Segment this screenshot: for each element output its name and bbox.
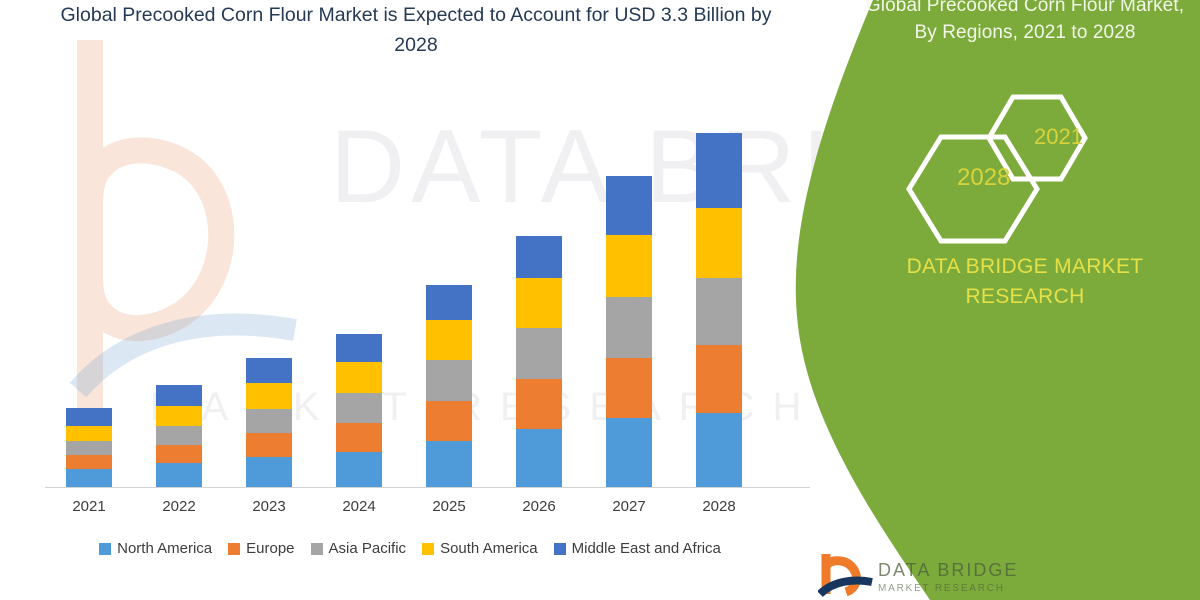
bar-segment [66, 440, 112, 455]
bar-2024 [336, 333, 382, 487]
brand-name: DATA BRIDGE MARKET RESEARCH [906, 255, 1144, 308]
bar-segment [426, 360, 472, 402]
bar-segment [516, 328, 562, 379]
bar-2028 [696, 133, 742, 487]
bar-segment [336, 361, 382, 393]
legend-label: Europe [246, 540, 295, 557]
bar-segment [66, 454, 112, 469]
legend-swatch-icon [553, 542, 566, 555]
bar-segment [606, 418, 652, 487]
legend-swatch-icon [310, 542, 323, 555]
brand-logo-subtext: MARKET RESEARCH [878, 583, 1005, 594]
bar-segment [696, 345, 742, 413]
x-axis-label-2021: 2021 [72, 498, 106, 515]
bar-segment [156, 445, 202, 464]
bar-2025 [426, 285, 472, 487]
bar-segment [66, 425, 112, 441]
data-bridge-logo-icon [817, 554, 873, 598]
bar-segment [156, 463, 202, 487]
x-axis-labels: 2021 2022 2023 2024 2025 2026 2027 2028 [0, 498, 840, 524]
bar-segment [426, 319, 472, 361]
x-axis-label-2027: 2027 [612, 498, 646, 515]
bar-segment [156, 405, 202, 426]
hexagon-label-end-year: 2028 [957, 164, 1011, 191]
bar-segment [246, 456, 292, 487]
x-axis-label-2023: 2023 [252, 498, 286, 515]
x-axis-label-2026: 2026 [522, 498, 556, 515]
brand-logo-watermark: DATA BRIDGE MARKET RESEARCH [817, 552, 1178, 600]
bar-segment [336, 333, 382, 362]
bar-segment [66, 468, 112, 487]
bar-segment [696, 133, 742, 209]
bar-segment [516, 378, 562, 430]
bar-segment [246, 433, 292, 457]
bar-2022 [156, 385, 202, 487]
bar-segment [426, 401, 472, 441]
brand-panel-title: Global Precooked Corn Flour Market, By R… [865, 0, 1185, 43]
bar-segment [426, 440, 472, 487]
legend-item-asia-pacific[interactable]: Asia Pacific [310, 540, 407, 557]
bar-segment [606, 297, 652, 359]
x-axis-label-2024: 2024 [342, 498, 376, 515]
bar-segment [516, 277, 562, 329]
legend-label: South America [440, 540, 538, 557]
legend-label: Middle East and Africa [571, 540, 721, 557]
legend-item-middle-east-and-africa[interactable]: Middle East and Africa [553, 540, 721, 557]
bar-segment [606, 358, 652, 419]
chart-legend: North America Europe Asia Pacific South Ame… [0, 540, 820, 557]
legend-item-europe[interactable]: Europe [228, 540, 295, 557]
bar-segment [336, 451, 382, 487]
chart-title: Global Precooked Corn Flour Market is Ex… [60, 4, 772, 56]
legend-item-south-america[interactable]: South America [422, 540, 538, 557]
bar-segment [696, 412, 742, 487]
bar-2027 [606, 175, 652, 487]
hexagon-label-start-year: 2021 [1034, 124, 1083, 149]
bar-segment [156, 385, 202, 406]
x-axis-line [45, 487, 810, 488]
legend-label: North America [117, 540, 213, 557]
bar-segment [606, 175, 652, 235]
x-axis-label-2028: 2028 [702, 498, 736, 515]
bar-segment [246, 382, 292, 409]
legend-swatch-icon [99, 542, 112, 555]
x-axis-label-2022: 2022 [162, 498, 196, 515]
x-axis-label-2025: 2025 [432, 498, 466, 515]
bar-segment [246, 408, 292, 434]
legend-swatch-icon [422, 542, 435, 555]
bar-segment [156, 425, 202, 446]
brand-panel-content: Global Precooked Corn Flour Market, By R… [780, 0, 1200, 600]
bar-segment [606, 234, 652, 298]
bar-segment [336, 392, 382, 423]
brand-panel: Global Precooked Corn Flour Market, By R… [780, 0, 1200, 600]
bar-segment [66, 407, 112, 426]
bar-segment [516, 236, 562, 278]
chart-panel: DATA BRIDGE MARKET RESEARCH Global Preco… [0, 4, 1074, 557]
plot-area [45, 133, 810, 488]
bar-segment [696, 277, 742, 346]
brand-logo-text: DATA BRIDGE [878, 560, 1019, 580]
bar-2023 [246, 358, 292, 487]
legend-swatch-icon [228, 542, 241, 555]
green-panel-shape [795, 0, 1200, 600]
bar-segment [516, 429, 562, 487]
hexagon-group: 2021 2028 [865, 85, 1155, 245]
bar-2021 [66, 407, 112, 487]
bar-segment [246, 358, 292, 383]
bar-segment [696, 208, 742, 278]
bar-segment [426, 285, 472, 320]
legend-label: Asia Pacific [328, 540, 407, 557]
bar-segment [336, 422, 382, 452]
hexagon-outlines-icon [906, 94, 1088, 244]
legend-item-north-america[interactable]: North America [99, 540, 212, 557]
bar-2026 [516, 236, 562, 487]
